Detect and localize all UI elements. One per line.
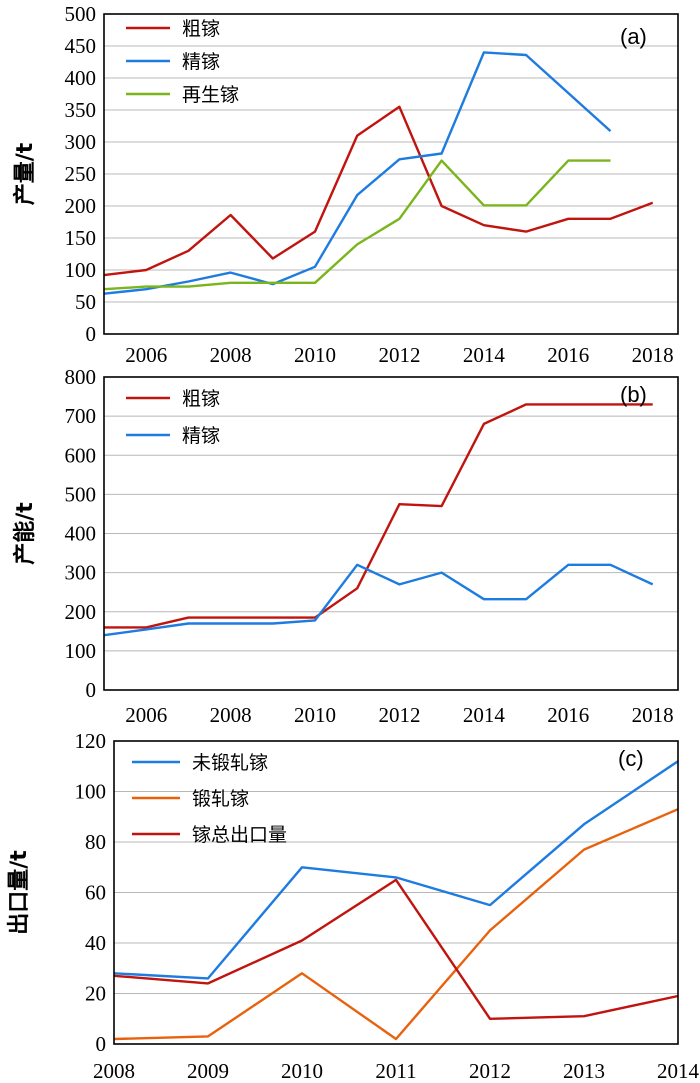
y-tick-label: 200	[65, 600, 97, 624]
y-tick-label: 350	[65, 98, 97, 122]
x-tick-label: 2006	[125, 703, 167, 727]
series-line-2	[113, 808, 679, 1041]
x-tick-label: 2018	[632, 703, 674, 727]
y-tick-label: 60	[85, 881, 106, 905]
legend-label: 精镓	[182, 425, 220, 447]
panel-label: (b)	[620, 382, 647, 407]
x-tick-label: 2012	[378, 343, 420, 367]
x-tick-label: 2016	[547, 703, 589, 727]
x-tick-label: 2010	[281, 1059, 323, 1083]
y-tick-label: 450	[65, 34, 97, 58]
x-tick-label: 2018	[632, 343, 674, 367]
legend-label: 未锻轧镓	[192, 752, 268, 774]
legend-label: 粗镓	[182, 388, 220, 410]
series-line-2	[103, 51, 612, 295]
plot-frame	[113, 740, 679, 1045]
chart-panel-2: 0 100 200 300 400 500 600 700 800 2006 2008 2010 201…	[12, 365, 679, 727]
y-tick-label: 500	[65, 2, 97, 26]
plot-frame	[103, 376, 679, 691]
chart-panel-1: 0 50 100 150 200 250 300 350 400 450 500 2006 2008 20…	[13, 2, 679, 367]
x-tick-label: 2010	[294, 703, 336, 727]
y-tick-label: 0	[96, 1032, 107, 1056]
x-tick-label: 2012	[469, 1059, 511, 1083]
x-tick-label: 2014	[463, 703, 506, 727]
x-tick-label: 2010	[294, 343, 336, 367]
x-tick-label: 2014	[657, 1059, 700, 1083]
x-tick-label: 2008	[93, 1059, 135, 1083]
x-tick-label: 2012	[378, 703, 420, 727]
legend-label: 精镓	[182, 51, 220, 73]
y-axis-label: 产能/t	[12, 502, 38, 565]
y-tick-label: 80	[85, 830, 106, 854]
y-tick-label: 100	[65, 639, 97, 663]
legend-label: 镓总出口量	[192, 824, 287, 846]
x-tick-label: 2008	[210, 703, 252, 727]
plot-frame	[103, 13, 679, 335]
y-tick-label: 300	[65, 561, 97, 585]
y-axis-label: 产量/t	[13, 142, 38, 205]
y-tick-label: 250	[65, 162, 97, 186]
legend-label: 粗镓	[182, 18, 220, 40]
chart-panel-3: 0 20 40 60 80 100 120 2008 2009 2010 2011 2012 2013 2…	[7, 729, 700, 1083]
y-tick-label: 200	[65, 194, 97, 218]
x-tick-label: 2011	[375, 1059, 416, 1083]
series-line-3	[113, 878, 679, 1020]
panel-label: (c)	[618, 746, 644, 771]
y-axis-label: 出口量/t	[7, 850, 32, 935]
series-line-3	[103, 159, 611, 291]
y-tick-label: 0	[86, 678, 97, 702]
x-tick-label: 2016	[547, 343, 589, 367]
y-tick-label: 100	[65, 258, 97, 282]
y-tick-label: 100	[75, 780, 107, 804]
x-tick-label: 2006	[125, 343, 167, 367]
legend-label: 锻轧镓	[192, 788, 249, 810]
series-line-1	[103, 105, 654, 277]
legend-label: 再生镓	[182, 84, 239, 106]
y-tick-label: 500	[65, 482, 97, 506]
y-tick-label: 20	[85, 982, 106, 1006]
x-tick-label: 2008	[210, 343, 252, 367]
panel-label: (a)	[620, 24, 647, 49]
y-tick-label: 0	[86, 322, 97, 346]
x-tick-label: 2014	[463, 343, 506, 367]
series-line-2	[103, 563, 654, 637]
y-tick-label: 700	[65, 404, 97, 428]
series-line-1	[104, 403, 653, 629]
y-tick-label: 40	[85, 931, 106, 955]
y-tick-label: 150	[65, 226, 97, 250]
y-tick-label: 600	[65, 443, 97, 467]
x-tick-label: 2009	[187, 1059, 229, 1083]
x-tick-label: 2013	[563, 1059, 605, 1083]
y-tick-label: 50	[75, 290, 96, 314]
y-tick-label: 120	[75, 729, 107, 753]
y-tick-label: 300	[65, 130, 97, 154]
series-line-1	[113, 760, 679, 980]
y-tick-label: 400	[65, 66, 97, 90]
y-tick-label: 800	[65, 365, 97, 389]
y-tick-label: 400	[65, 522, 97, 546]
